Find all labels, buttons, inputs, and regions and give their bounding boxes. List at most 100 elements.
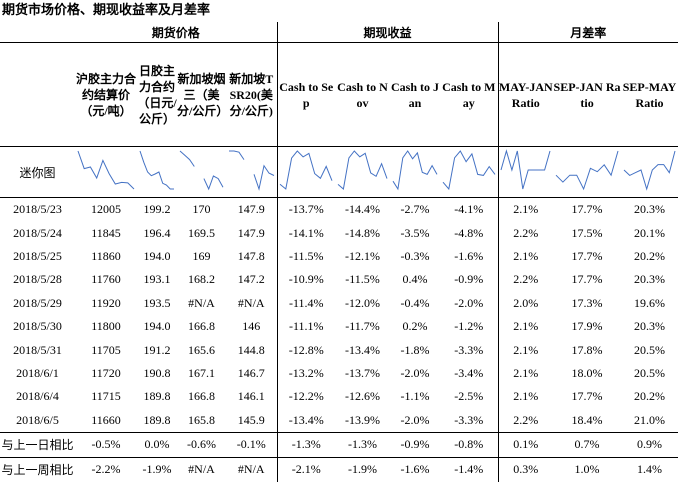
- cell: 2.1%: [497, 314, 554, 339]
- column-header: 新加坡烟三（美分/公斤）: [177, 42, 226, 147]
- corner: [0, 42, 75, 147]
- sparkline-line: [555, 150, 619, 191]
- cell: 189.8: [143, 412, 171, 427]
- cell: 0.0%: [137, 431, 177, 458]
- cell: -12.0%: [345, 295, 381, 310]
- cell: 11760: [91, 272, 121, 287]
- cell: -4.1%: [454, 202, 484, 217]
- cell: -11.7%: [345, 319, 380, 334]
- cell: 193.1: [143, 272, 171, 287]
- row-label: 2018/6/4: [16, 389, 59, 404]
- cell: -14.4%: [345, 202, 381, 217]
- cell: -14.1%: [276, 221, 336, 245]
- cell: 20.5%: [634, 342, 666, 357]
- cell: -0.3%: [400, 248, 430, 263]
- cell: 147.2: [237, 272, 265, 287]
- cell: 168.2: [188, 272, 215, 287]
- row-label: 2018/5/28: [13, 272, 62, 287]
- cell: 11705: [91, 342, 121, 357]
- sparkline-cell: [75, 146, 137, 198]
- sparkline: [500, 149, 551, 190]
- cell: -1.3%: [335, 431, 391, 458]
- cell: 20.3%: [634, 202, 666, 217]
- sparkline-line: [77, 150, 135, 190]
- column-header: SEP-MAY Ratio: [621, 42, 678, 147]
- cell: 17.7%: [571, 272, 603, 287]
- cell: 2.2%: [497, 221, 554, 245]
- sparkline-line: [179, 150, 224, 191]
- cell: -1.6%: [454, 248, 484, 263]
- cell: -1.2%: [454, 319, 484, 334]
- cell: #N/A: [177, 456, 226, 482]
- cell: -4.8%: [454, 225, 484, 240]
- column-header: Cash to Nov: [335, 42, 391, 147]
- cell: -12.2%: [276, 385, 336, 409]
- cell: 18.0%: [571, 365, 603, 380]
- cell: -2.7%: [400, 202, 430, 217]
- cell: 11920: [91, 295, 121, 310]
- cell: 11860: [91, 248, 121, 263]
- cell: -11.5%: [276, 244, 336, 269]
- cell: 144.8: [237, 342, 265, 357]
- column-header: Cash to Jan: [390, 42, 441, 147]
- cell: 20.3%: [634, 272, 666, 287]
- cell: 189.8: [143, 389, 171, 404]
- row-label: 与上一周相比: [0, 456, 75, 482]
- sparkline-line: [337, 150, 388, 190]
- sparkline-cell: [621, 146, 678, 198]
- cell: -1.3%: [276, 431, 336, 458]
- cell: 12005: [91, 202, 121, 217]
- sparkline: [139, 150, 174, 190]
- cell: -11.5%: [345, 272, 380, 287]
- sparkline: [179, 150, 224, 191]
- cell: -2.0%: [400, 412, 430, 427]
- cell: 11800: [91, 319, 121, 334]
- cell: 2.1%: [497, 197, 554, 222]
- column-header: Cash to Sep: [276, 42, 336, 147]
- cell: -3.4%: [454, 365, 484, 380]
- cell: #N/A: [237, 295, 265, 310]
- cell: 11845: [91, 225, 121, 240]
- sparkline-cell: [137, 146, 177, 198]
- cell: 2.2%: [497, 408, 554, 433]
- cell: -3.3%: [454, 342, 484, 357]
- cell: -13.4%: [345, 342, 381, 357]
- sparkline-line: [228, 150, 274, 191]
- sparkline-line: [392, 150, 438, 191]
- cell: 166.8: [188, 319, 215, 334]
- sparkline-cell: [553, 146, 622, 198]
- cell: 170: [192, 202, 211, 217]
- cell: -14.8%: [345, 225, 381, 240]
- cell: -2.0%: [454, 295, 484, 310]
- row-label: 2018/6/5: [16, 412, 59, 427]
- sparkline-cell: [226, 146, 278, 198]
- cell: -2.1%: [276, 456, 336, 482]
- column-header: 新加坡TSR20(美分/公斤): [226, 42, 278, 147]
- cell: -13.9%: [345, 412, 381, 427]
- cell: -0.9%: [390, 431, 441, 458]
- cell: 146: [242, 319, 261, 334]
- cell: -1.8%: [400, 342, 430, 357]
- sparkline-cell: [440, 146, 499, 198]
- cell: 17.5%: [571, 225, 603, 240]
- cell: -0.6%: [177, 431, 226, 458]
- cell: 20.3%: [634, 319, 666, 334]
- sparkline-cell: [177, 146, 226, 198]
- sparkline: [623, 150, 676, 191]
- sparkline-line: [500, 149, 551, 190]
- cell: -2.5%: [454, 389, 484, 404]
- cell: -0.8%: [440, 431, 499, 458]
- cell: 146.1: [237, 389, 265, 404]
- row-label: 2018/5/25: [13, 248, 62, 263]
- cell: 11715: [91, 389, 121, 404]
- sparkline-cell: [497, 146, 554, 198]
- sparkline: [555, 150, 619, 191]
- cell: 2.1%: [497, 338, 554, 362]
- cell: 167.1: [188, 365, 215, 380]
- cell: -13.7%: [345, 365, 381, 380]
- cell: 0.7%: [553, 431, 622, 458]
- group-header: 期现收益: [276, 22, 499, 43]
- column-header: 日胶主力合约（日元/公斤）: [137, 42, 177, 147]
- sparkline-line: [139, 150, 174, 190]
- row-label: 迷你图: [0, 146, 75, 198]
